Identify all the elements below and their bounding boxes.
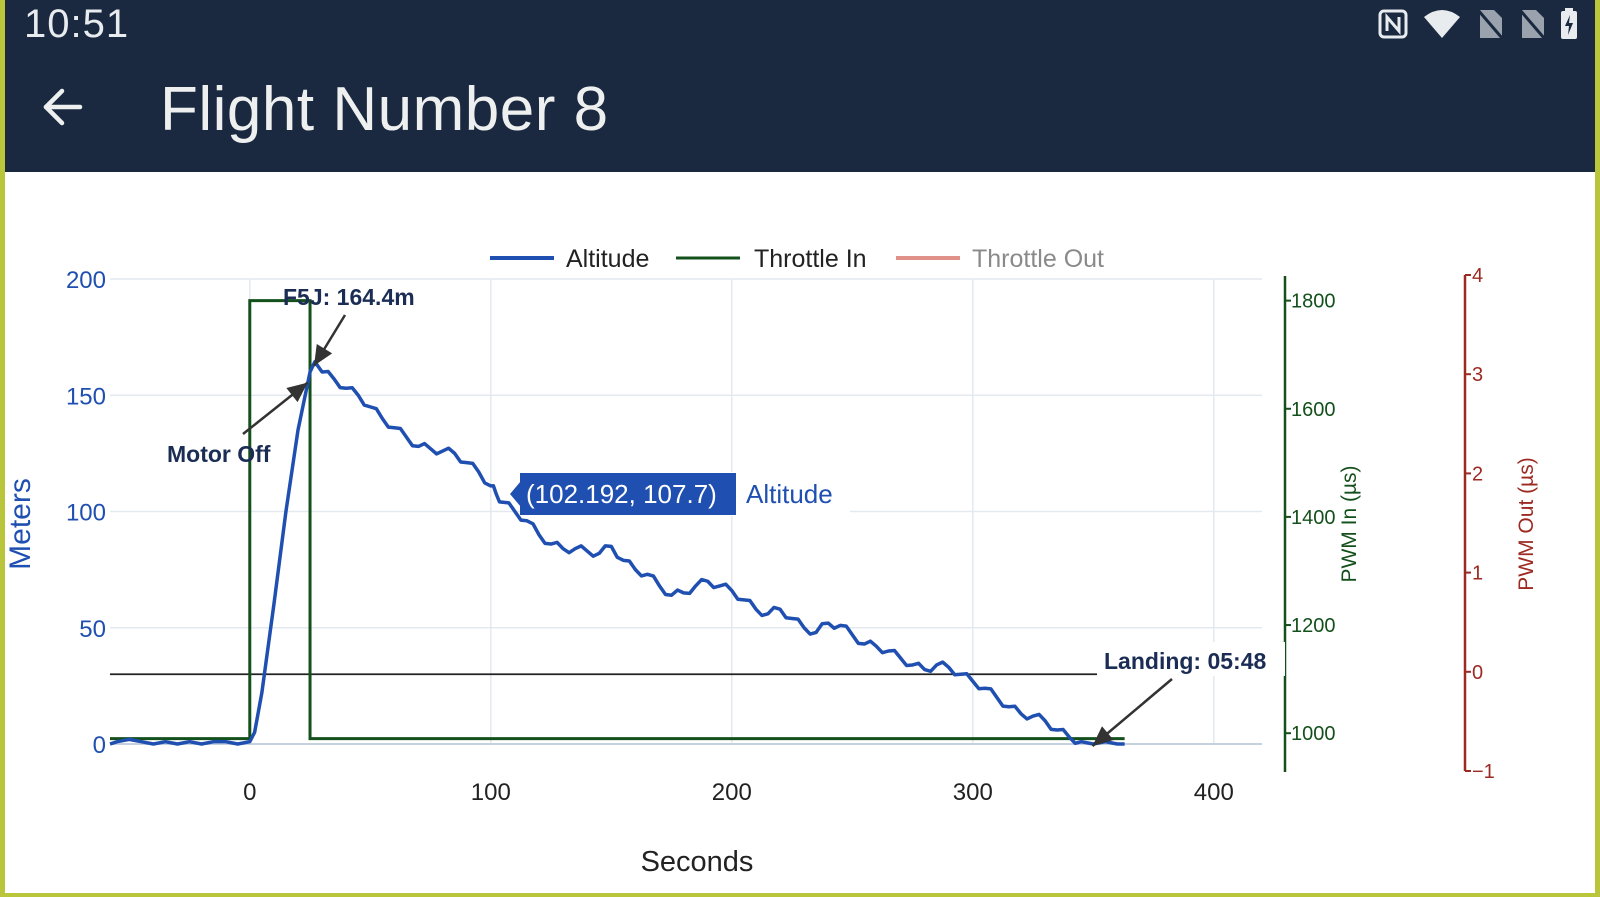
page-title: Flight Number 8	[160, 75, 609, 144]
y-axis-label-meters: Meters	[4, 478, 37, 570]
tooltip-pointer	[510, 481, 521, 507]
y-right2-tick-label: 3	[1472, 364, 1483, 386]
series-line-altitude	[109, 360, 1125, 746]
x-tick-label: 400	[1194, 779, 1234, 806]
annotation-motor-off: Motor Off	[167, 441, 271, 467]
y-right2-tick-label: 4	[1472, 265, 1483, 287]
x-axis-label-seconds: Seconds	[641, 846, 754, 878]
arrow-landing-head	[1092, 726, 1114, 746]
x-tick-label: 300	[953, 779, 993, 806]
legend-label-throttle-in[interactable]: Throttle In	[754, 245, 867, 273]
y-left-tick-label: 200	[66, 267, 106, 294]
y-right2-tick-label: 2	[1472, 463, 1483, 485]
flight-chart[interactable]: 0 100 200 300 400 0 50 100 150 200 1000 1200 1400 160…	[0, 172, 1600, 897]
chart-legend[interactable]: Altitude Throttle In Throttle Out	[490, 245, 1104, 273]
back-button[interactable]	[38, 82, 88, 132]
tooltip-box	[520, 473, 736, 515]
y-right2-tick-label: 1	[1472, 563, 1483, 585]
y-axis-label-pwm-in: PWM In (µs)	[1338, 465, 1361, 582]
annotation-landing: Landing: 05:48	[1104, 648, 1267, 674]
y-right1-tick-label: 1400	[1291, 507, 1336, 529]
nfc-icon	[1378, 9, 1408, 39]
y-right2-tick-label: −1	[1472, 761, 1495, 783]
legend-label-throttle-out[interactable]: Throttle Out	[972, 245, 1104, 273]
y-axis-label-pwm-out: PWM Out (µs)	[1515, 457, 1538, 590]
app-bar: Flight Number 8	[0, 48, 1600, 172]
no-sim-icon	[1518, 9, 1546, 39]
y-right1-tick-label: 1800	[1291, 291, 1336, 313]
legend-label-altitude[interactable]: Altitude	[566, 245, 649, 273]
status-bar: 10:51	[0, 0, 1600, 48]
x-tick-label: 100	[471, 779, 511, 806]
x-tick-label: 200	[712, 779, 752, 806]
chart-marks	[109, 299, 1262, 746]
y-left-tick-label: 150	[66, 383, 106, 410]
y-right2-tick-label: 0	[1472, 662, 1483, 684]
y-right1-tick-label: 1000	[1291, 723, 1336, 745]
annotation-landing-bg	[1097, 642, 1285, 676]
y-left-tick-label: 100	[66, 500, 106, 527]
y-right1-tick-label: 1200	[1291, 615, 1336, 637]
y-left-tick-label: 0	[93, 732, 106, 759]
arrow-left-icon	[43, 88, 83, 126]
status-icons	[1378, 8, 1578, 40]
arrow-f5j-head	[314, 344, 333, 366]
wifi-icon	[1424, 10, 1460, 38]
chart-axes: 0 100 200 300 400 0 50 100 150 200 1000 1200 1400 160…	[66, 265, 1495, 806]
arrow-motor-off-head	[286, 382, 308, 403]
annotation-f5j: F5J: 164.4m	[283, 284, 415, 310]
x-tick-label: 0	[243, 779, 256, 806]
hover-tooltip: (102.192, 107.7) Altitude	[510, 472, 850, 516]
y-left-tick-label: 50	[79, 616, 106, 643]
tooltip-series-name: Altitude	[746, 479, 833, 509]
battery-charging-icon	[1561, 8, 1577, 39]
chart-grid	[110, 278, 1262, 745]
no-sim-icon	[1476, 9, 1504, 39]
tooltip-value: (102.192, 107.7)	[526, 479, 717, 509]
y-right1-tick-label: 1600	[1291, 399, 1336, 421]
status-time: 10:51	[24, 2, 130, 46]
chart-annotations: F5J: 164.4m Motor Off Landing: 05:48	[167, 284, 1285, 747]
